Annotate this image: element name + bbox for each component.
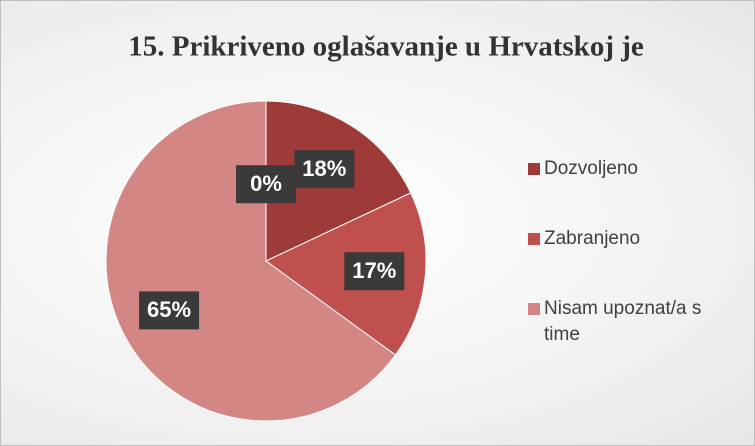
data-label: 65% (147, 297, 191, 322)
data-label-box (236, 165, 296, 204)
legend-item: Dozvoljeno (528, 156, 728, 182)
data-label-box (294, 150, 355, 189)
legend-swatch (528, 233, 540, 245)
legend-label: Dozvoljeno (544, 158, 638, 179)
legend-swatch (528, 303, 540, 315)
legend-item: Nisam upoznat/a s time (528, 296, 728, 348)
data-label-box (344, 252, 405, 291)
legend-item: Zabranjeno (528, 226, 728, 252)
data-label: 0% (250, 171, 282, 196)
pie-slice (105, 100, 397, 422)
legend-swatch (528, 163, 540, 175)
data-label: 18% (302, 156, 346, 181)
legend-label: Zabranjeno (544, 228, 641, 249)
legend: Dozvoljeno Zabranjeno Nisam upoznat/a s ti… (528, 156, 728, 392)
legend-label: Nisam upoznat/a s time (544, 298, 702, 345)
chart-title: 15. Prikriveno oglašavanje u Hrvatskoj j… (128, 31, 644, 63)
data-label: 17% (352, 258, 396, 283)
data-label-box (139, 291, 200, 330)
